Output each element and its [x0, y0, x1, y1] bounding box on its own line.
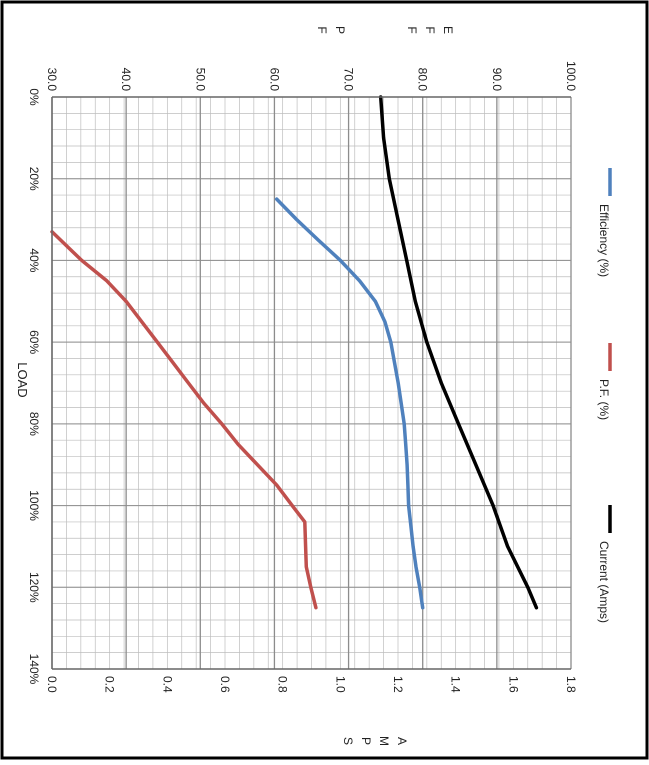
y-left-tick-label: 80.0: [416, 68, 430, 92]
series-line: [274, 197, 425, 610]
x-tick-label: 0%: [27, 88, 41, 106]
y-left-axis-title-letter: F: [423, 26, 437, 33]
x-tick-label: 120%: [27, 572, 41, 603]
y-left-tick-label: 60.0: [267, 68, 281, 92]
y-left-tick-label: 40.0: [119, 68, 133, 92]
y-left-axis-title-letter: F: [315, 26, 329, 33]
y-left-tick-label: 100.0: [564, 61, 578, 91]
y-left-tick-label: 90.0: [490, 68, 504, 92]
y-right-tick-label: 0.6: [218, 676, 232, 693]
y-right-tick-label: 0.0: [45, 676, 59, 693]
axes-group: 0% 20% 40% 60% 80% 100% 120% 140% 30.0 40.0 50.0 60…: [27, 26, 578, 746]
y-right-axis-title-letter: S: [341, 737, 355, 745]
y-right-tick-label: 1.2: [391, 676, 405, 693]
y-left-axis-title-letter: P: [333, 26, 347, 34]
y-right-tick-label: 1.4: [449, 676, 463, 693]
x-axis-title: LOAD: [15, 362, 30, 397]
legend-label: P.F. (%): [597, 379, 611, 420]
y-right-axis-title-letter: M: [377, 736, 391, 746]
y-left-axis-title-letter: F: [405, 26, 419, 33]
x-tick-label: 40%: [27, 248, 41, 272]
y-right-tick-label: 1.0: [333, 676, 347, 693]
x-tick-label: 140%: [27, 654, 41, 685]
legend-group: Efficiency (%) P.F. (%) Current (Amps): [597, 168, 612, 623]
y-right-tick-label: 1.8: [564, 676, 578, 693]
y-left-tick-label: 70.0: [342, 68, 356, 92]
plot-group: [50, 95, 572, 670]
y-right-axis-title-letter: P: [359, 737, 373, 745]
y-left-tick-label: 30.0: [45, 68, 59, 92]
x-tick-label: 100%: [27, 490, 41, 521]
y-left-tick-label: 50.0: [193, 68, 207, 92]
y-left-axis-title-letter: E: [441, 26, 455, 34]
series-line: [50, 230, 318, 610]
y-right-axis-title-letter: A: [395, 737, 409, 745]
x-tick-label: 80%: [27, 412, 41, 436]
legend-label: Current (Amps): [597, 541, 611, 623]
legend-label: Efficiency (%): [597, 204, 611, 277]
x-tick-label: 20%: [27, 167, 41, 191]
x-tick-label: 60%: [27, 330, 41, 354]
y-right-tick-label: 1.6: [506, 676, 520, 693]
y-right-tick-label: 0.4: [160, 676, 174, 693]
series-line: [378, 95, 539, 610]
y-right-tick-label: 0.2: [103, 676, 117, 693]
y-right-tick-label: 0.8: [276, 676, 290, 693]
